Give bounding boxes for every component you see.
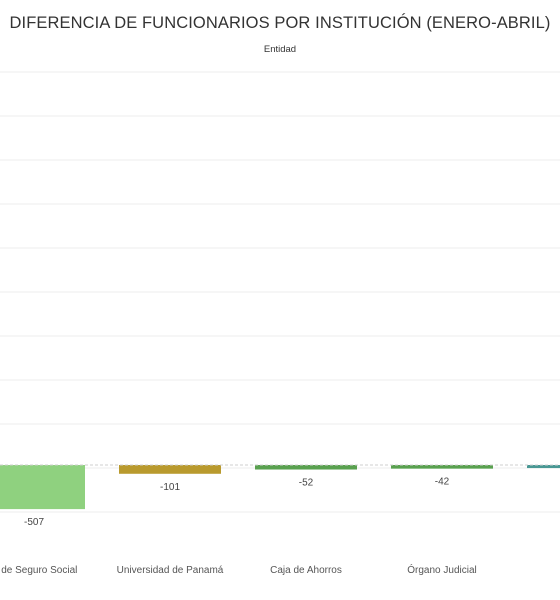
category-label-1: ja de Seguro Social <box>0 565 77 576</box>
category-label-4: Órgano Judicial <box>407 563 476 576</box>
data-label-2: -101 <box>160 482 180 493</box>
category-label-3: Caja de Ahorros <box>270 565 342 576</box>
data-label-3: -52 <box>299 478 314 489</box>
bar-2 <box>119 465 221 474</box>
chart-subtitle: Entidad <box>263 44 297 55</box>
bar-5 <box>527 465 560 469</box>
chart-title: DIFERENCIA DE FUNCIONARIOS POR INSTITUCI… <box>9 14 551 32</box>
bar-4 <box>391 465 493 469</box>
category-label-2: Universidad de Panamá <box>117 565 224 576</box>
data-label-4: -42 <box>435 477 450 488</box>
bar-1 <box>0 465 85 510</box>
bar-3 <box>255 465 357 470</box>
data-label-1: -507 <box>24 517 44 528</box>
